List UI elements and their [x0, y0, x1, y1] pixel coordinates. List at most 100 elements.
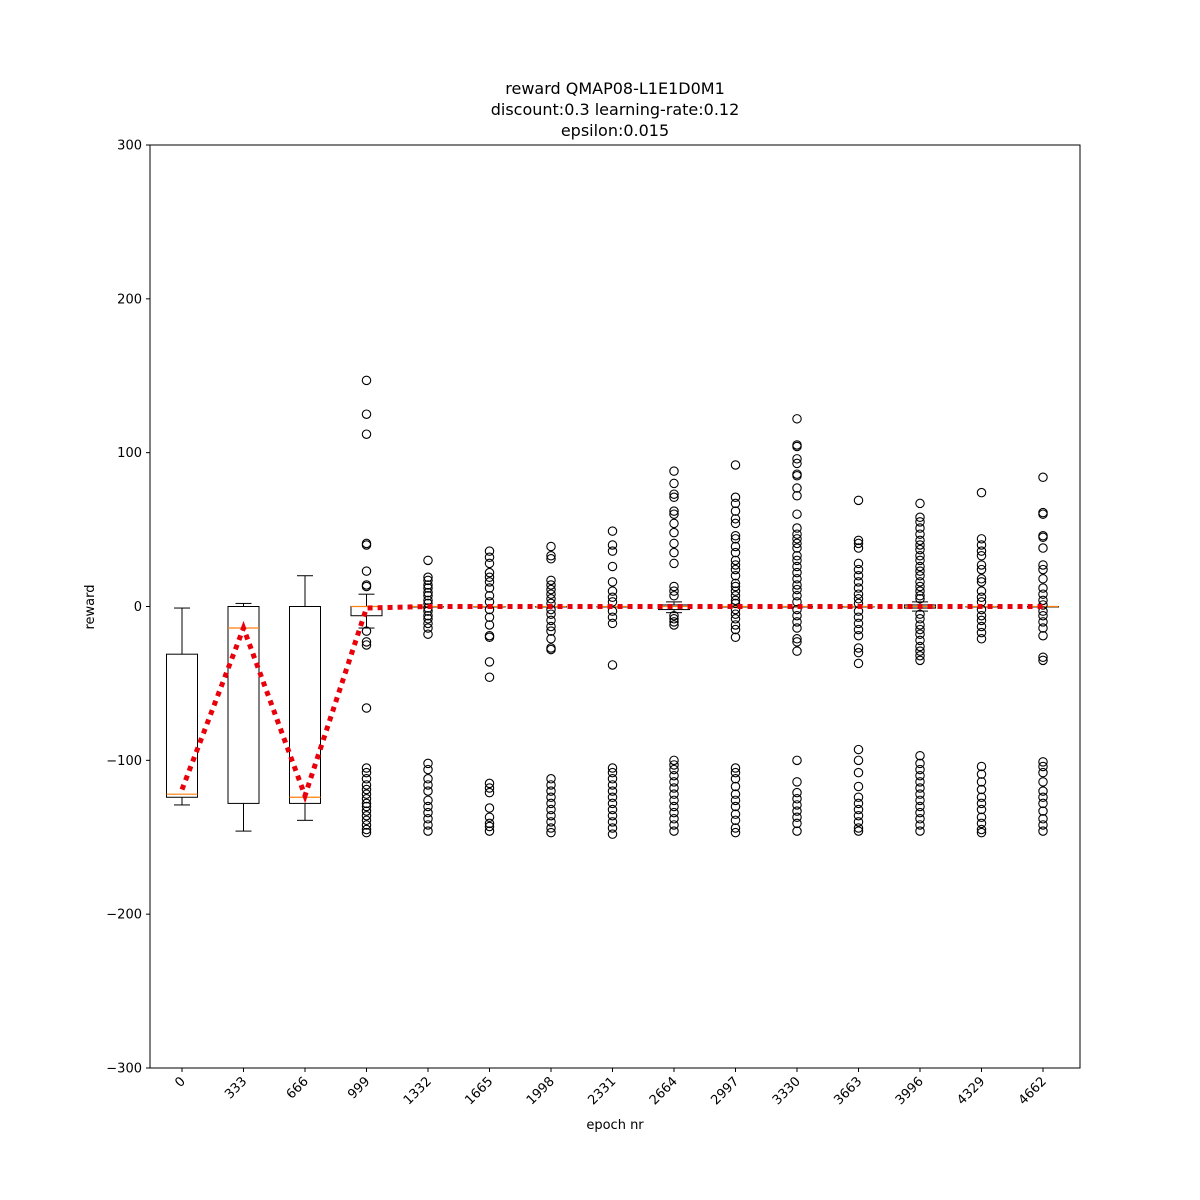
outlier-point [1038, 623, 1048, 633]
outlier-point [1038, 820, 1048, 830]
outlier-point [976, 824, 987, 835]
outlier-point [915, 512, 925, 523]
outlier-point [915, 498, 925, 509]
outlier-point [792, 470, 802, 481]
outlier-point [730, 506, 741, 516]
outlier-point [669, 820, 679, 830]
outlier-point [853, 823, 864, 833]
outlier-point [730, 809, 741, 819]
outlier-point [1038, 595, 1048, 606]
outlier-point [976, 574, 987, 584]
outlier-point [915, 614, 925, 624]
outlier-point [792, 617, 802, 627]
outlier-point [730, 774, 741, 784]
box-2331 [596, 526, 629, 839]
outlier-point [853, 624, 864, 635]
outlier-point [1038, 630, 1048, 641]
outlier-point [792, 580, 802, 590]
outlier-point [915, 629, 925, 639]
outlier-point [730, 578, 741, 589]
outlier-point [730, 492, 741, 503]
chart-title-line-1: reward QMAP08-L1E1D0M1 [505, 79, 725, 98]
outlier-point [730, 541, 741, 552]
outlier-point [607, 786, 618, 796]
outlier-point [546, 541, 556, 552]
outlier-point [853, 798, 864, 809]
outlier-point [607, 792, 618, 803]
outlier-point [730, 581, 741, 592]
outlier-point [792, 567, 802, 578]
outlier-point [853, 618, 864, 629]
outlier-point [669, 610, 679, 621]
box-999 [350, 375, 383, 838]
outlier-point [853, 594, 864, 604]
outlier-point [915, 801, 925, 812]
y-tick-label: 300 [117, 139, 142, 154]
outlier-point [607, 817, 618, 827]
outlier-point [607, 780, 618, 790]
outlier-point [607, 763, 618, 773]
outlier-point [484, 572, 495, 583]
outlier-point [607, 804, 618, 815]
outlier-point [792, 523, 802, 533]
outlier-point [730, 547, 741, 558]
outlier-point [976, 798, 987, 809]
outlier-point [853, 658, 864, 669]
outlier-point [669, 492, 679, 503]
outlier-point [792, 634, 802, 644]
outlier-point [792, 787, 802, 798]
outlier-point [730, 518, 741, 529]
outlier-point [730, 781, 741, 792]
outlier-point [669, 506, 679, 516]
outlier-point [730, 595, 741, 606]
outlier-point [423, 618, 433, 629]
outlier-point [730, 586, 741, 596]
outlier-point [669, 466, 679, 476]
outlier-point [915, 635, 925, 646]
outlier-point [1038, 589, 1048, 599]
x-axis-label: epoch nr [586, 1118, 644, 1133]
outlier-point [976, 487, 987, 498]
outlier-point [546, 786, 556, 796]
outlier-point [669, 777, 679, 787]
outlier-point [669, 760, 679, 770]
outlier-point [976, 634, 987, 644]
outlier-point [546, 621, 556, 632]
outlier-point [546, 823, 556, 833]
x-tick-label: 4662 [1016, 1074, 1050, 1108]
outlier-point [853, 767, 864, 778]
outlier-point [546, 580, 556, 590]
outlier-point [976, 564, 987, 575]
outlier-point [1038, 806, 1048, 816]
outlier-point [669, 807, 679, 818]
outlier-point [546, 550, 556, 561]
outlier-point [730, 795, 741, 806]
x-tick-label: 0 [172, 1074, 188, 1090]
x-tick-label: 333 [222, 1074, 250, 1102]
outlier-point [423, 820, 433, 830]
outlier-point [792, 777, 802, 787]
outlier-point [1038, 761, 1048, 772]
outlier-point [792, 550, 802, 561]
outlier-point [361, 640, 372, 650]
outlier-point [915, 555, 925, 566]
outlier-point [484, 558, 495, 569]
y-tick-label: −200 [106, 908, 142, 923]
outlier-point [976, 827, 987, 838]
outlier-point [976, 627, 987, 638]
outlier-point [607, 592, 618, 603]
outlier-point [915, 807, 925, 818]
outlier-point [361, 789, 372, 799]
outlier-point [792, 610, 802, 621]
outlier-point [423, 801, 433, 812]
outlier-point [361, 815, 372, 826]
outlier-point [853, 577, 864, 587]
outlier-point [361, 774, 372, 784]
outlier-point [669, 581, 679, 592]
outlier-point [730, 815, 741, 826]
outlier-point [484, 577, 495, 587]
outlier-point [792, 574, 802, 584]
outlier-point [976, 792, 987, 803]
outlier-point [792, 509, 802, 519]
box-iqr [166, 653, 198, 798]
